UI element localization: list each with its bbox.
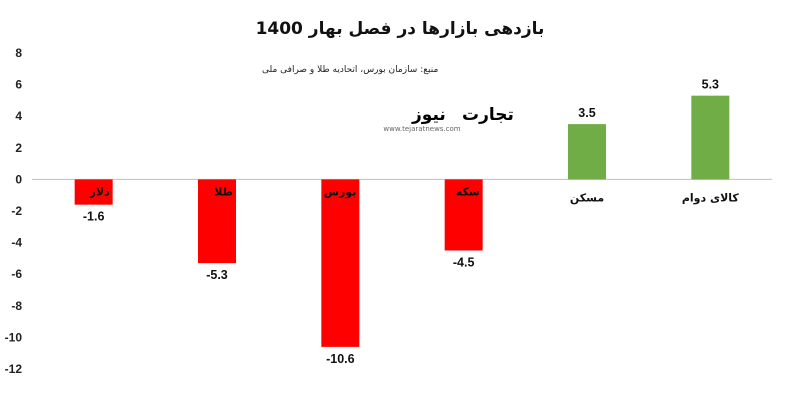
category-label: کالای دوام (682, 191, 740, 204)
bar (321, 179, 360, 347)
chart-title: بازدهی بازارها در فصل بهار 1400 (256, 19, 545, 39)
bar (198, 179, 236, 264)
y-tick-label: -2 (11, 204, 22, 218)
value-label: -1.6 (83, 210, 105, 224)
category-label: سکه (456, 185, 480, 198)
y-tick-label: 0 (15, 172, 22, 186)
y-tick-label: 4 (15, 109, 22, 123)
y-tick-label: -4 (11, 236, 22, 250)
logo-site: www.tejaratnews.com (383, 125, 460, 133)
labels-group: -1.6 دلار -5.3 طلا -10.6 بورس -4.5 سکه 3.5 مسکن 5.… (83, 78, 740, 366)
bar (691, 95, 730, 180)
value-label: 3.5 (578, 106, 595, 120)
value-label: -4.5 (453, 256, 475, 270)
y-tick-label: -12 (5, 362, 23, 376)
bar (568, 124, 606, 180)
source-note: منبع: سازمان بورس، اتحادیه طلا و صرافی م… (262, 65, 438, 75)
value-label: -5.3 (206, 268, 228, 282)
bar (74, 179, 113, 205)
y-tick-label: 8 (15, 46, 22, 60)
bar (444, 179, 483, 251)
logo-brand-part2: نیوز (411, 105, 446, 125)
category-label: مسکن (570, 191, 604, 204)
bars-group (74, 95, 730, 347)
category-label: طلا (214, 185, 233, 198)
value-label: -10.6 (326, 352, 355, 366)
category-label: بورس (324, 185, 357, 198)
y-tick-label: 2 (15, 141, 22, 155)
y-tick-label: 6 (15, 78, 22, 92)
y-tick-label: -8 (11, 299, 22, 313)
y-axis: 8 6 4 2 0 -2 -4 -6 -8 -10 -12 (5, 46, 23, 376)
category-label: دلار (88, 185, 110, 198)
y-tick-label: -6 (11, 267, 22, 281)
watermark-logo: تجارت نیوز www.tejaratnews.com (383, 105, 514, 133)
y-tick-label: -10 (5, 330, 23, 344)
value-label: 5.3 (702, 78, 719, 92)
logo-brand-part1: تجارت (462, 105, 514, 125)
